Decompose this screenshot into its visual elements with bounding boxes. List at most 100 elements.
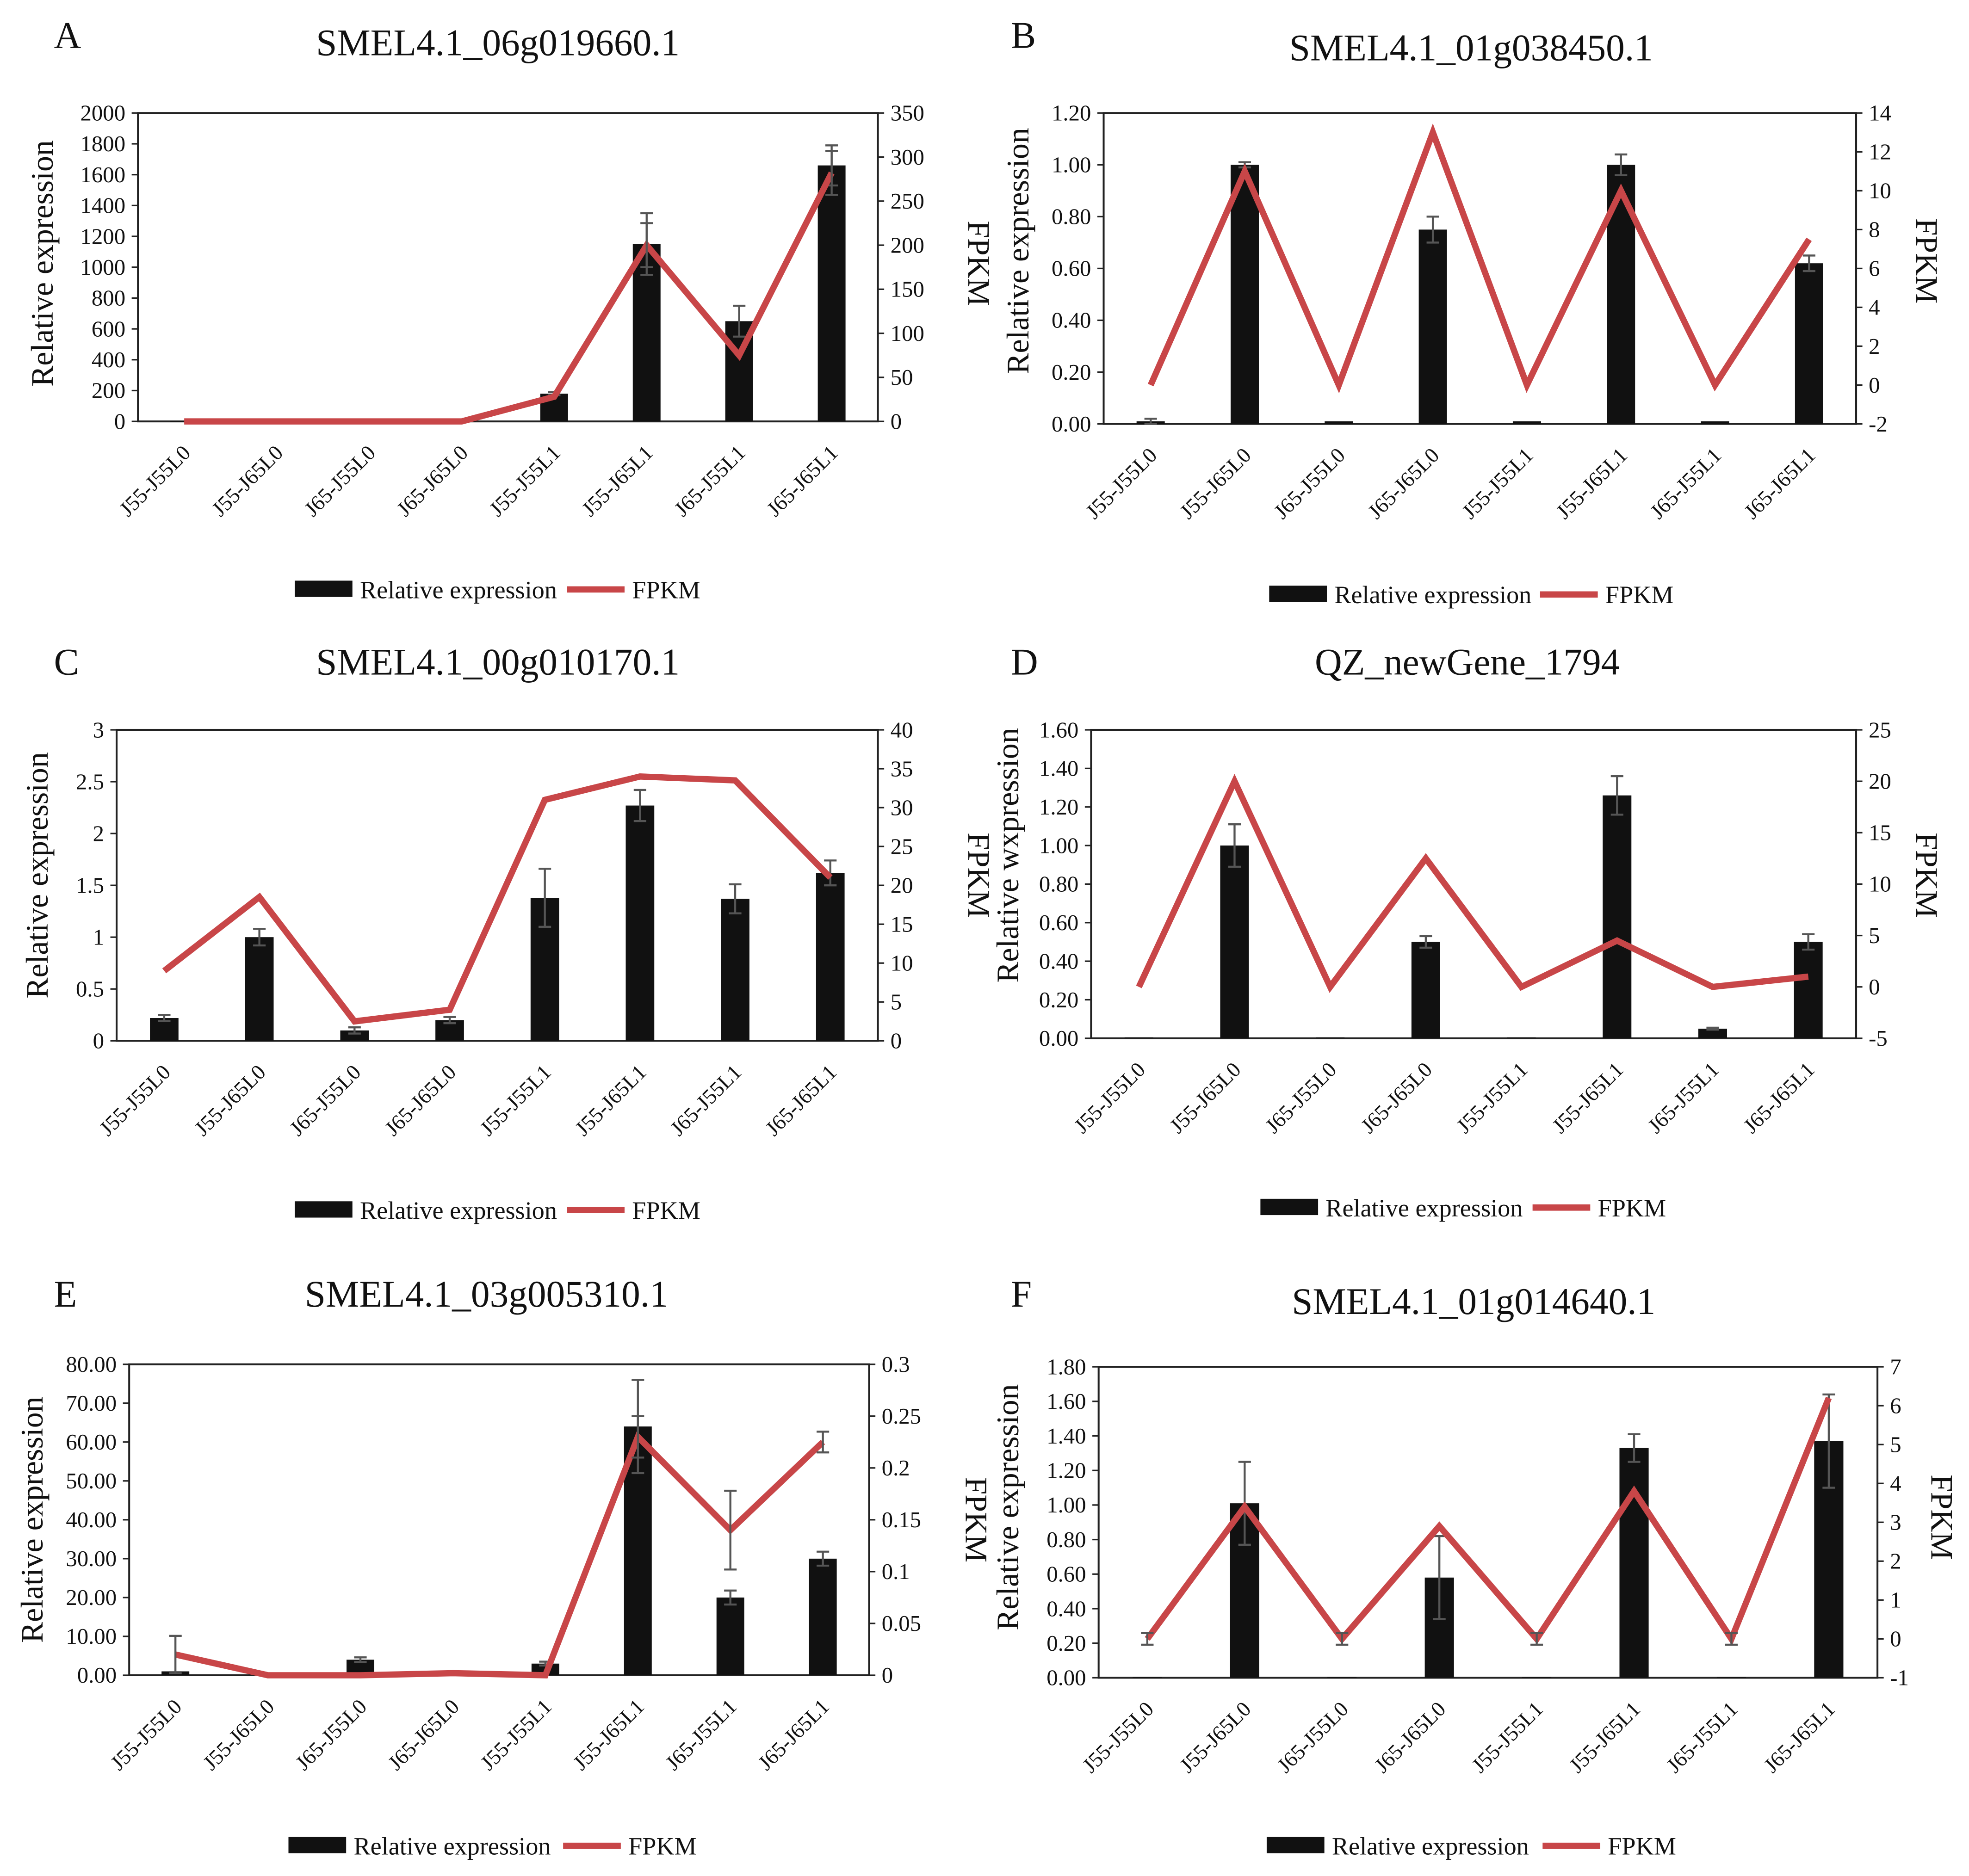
panel-a-y2tick-label: 0	[891, 409, 902, 434]
panel-a-ytick-label: 400	[92, 347, 125, 372]
panel-d-bar	[1507, 1037, 1536, 1038]
panel-b-ytick-label: 1.00	[1052, 153, 1091, 178]
panel-e-y2tick-label: 0.1	[882, 1559, 910, 1584]
panel-b-ylabel: Relative expression	[1001, 128, 1035, 374]
panel-c-y2tick-label: 20	[891, 873, 913, 898]
panel-b-legend: Relative expression FPKM	[1269, 581, 1674, 609]
panel-d-legend-bar-label: Relative expression	[1325, 1194, 1523, 1222]
panel-f-bar	[1327, 1677, 1357, 1678]
panel-b-plot: 0.00 0.20 0.40 0.60 0.80 1.00 1.20 -2 0 2 4 6 8 10 12 1…	[1052, 101, 1891, 524]
panel-f-y2tick-label: 3	[1890, 1510, 1901, 1535]
panel-c-y2tick-label: 10	[891, 950, 913, 975]
panel-f-ytick-label: 0.80	[1046, 1527, 1086, 1552]
panel-f-xtick-label: J65-J65L0	[1370, 1697, 1450, 1777]
panel-b-y2tick-label: 4	[1869, 295, 1880, 320]
panel-a-legend-bar-label: Relative expression	[360, 576, 557, 604]
panel-e-ytick-label: 30.00	[66, 1546, 117, 1571]
panel-b-bar	[1418, 229, 1447, 424]
panel-b-xtick-label: J55-J65L0	[1175, 443, 1256, 524]
panel-a-frame	[137, 112, 879, 423]
panel-a-title: SMEL4.1_06g019660.1	[316, 22, 680, 64]
panel-d-bar	[1603, 795, 1632, 1038]
panel-b-y2tick-label: 14	[1869, 101, 1891, 126]
panel-e-y2tick-label: 0.3	[882, 1352, 910, 1377]
panel-c-fpkm-line	[162, 773, 833, 1025]
panel-e-ytick-label: 40.00	[66, 1507, 117, 1532]
panel-f-y2tick-label: 5	[1890, 1432, 1901, 1457]
panel-d-ytick-label: 0.00	[1039, 1026, 1078, 1051]
panel-a-ytick-label: 1200	[80, 224, 126, 249]
panel-e-y2tick-label: 0.05	[882, 1611, 921, 1636]
panel-a-ytick-label: 1600	[80, 162, 126, 187]
panel-d-bar-error	[1228, 823, 1241, 868]
panel-f-frame	[1097, 1366, 1879, 1679]
panel-e-ytick-label: 10.00	[66, 1624, 117, 1649]
panel-b-legend-bar-label: Relative expression	[1334, 581, 1531, 609]
panel-f-ylabel: Relative expression	[991, 1384, 1025, 1630]
panel-f-ytick-label: 1.40	[1046, 1424, 1086, 1449]
panel-f-xtick-label: J55-J65L1	[1565, 1697, 1645, 1777]
panel-c-bar-error	[633, 789, 646, 822]
panel-f-bar-error	[1628, 1433, 1641, 1463]
panel-c-y2tick-label: 25	[891, 834, 913, 859]
panel-c-bar	[816, 873, 845, 1041]
panel-b-bar	[1701, 421, 1729, 424]
panel-c-y2tick-label: 30	[891, 795, 913, 820]
panel-a-xtick-label: J65-J55L0	[300, 441, 380, 521]
panel-a-y2tick-label: 50	[891, 365, 913, 390]
panel-e-xtick-label: J55-J55L1	[476, 1694, 557, 1775]
panel-f-legend-bar-swatch	[1266, 1837, 1325, 1853]
panel-d-y2tick-label: -5	[1869, 1026, 1888, 1051]
panel-b-ytick-label: 0.80	[1052, 204, 1091, 229]
panel-c-y2label: FPKM	[961, 833, 996, 918]
panel-d-xtick-label: J65-J55L0	[1261, 1057, 1341, 1138]
panel-f-xtick-label: J65-J55L0	[1272, 1697, 1353, 1777]
panel-d-xtick-label: J65-J65L1	[1739, 1057, 1819, 1138]
panel-c-xtick-label: J55-J55L1	[475, 1060, 556, 1141]
panel-b-xtick-label: J65-J65L1	[1740, 443, 1820, 524]
panel-d-y2tick-label: 25	[1869, 717, 1891, 742]
panel-a-ytick-label: 1400	[80, 193, 126, 218]
panel-e-fpkm-line	[174, 1431, 825, 1679]
panel-e-legend: Relative expression FPKM	[288, 1833, 697, 1860]
panel-d-bar-error	[1419, 935, 1432, 949]
panel-e-line-error	[632, 1415, 644, 1459]
panel-b-y2tick-label: -2	[1869, 412, 1888, 437]
panel-e-xtick-label: J65-J55L0	[291, 1694, 372, 1775]
panel-b-y2tick-label: 2	[1869, 334, 1880, 359]
panel-a-xtick-label: J65-J55L1	[669, 441, 750, 521]
panel-a-y2tick-label: 250	[891, 189, 924, 214]
panel-c: C SMEL4.1_00g010170.1 Relative expressio…	[20, 642, 996, 1224]
panel-d-bar	[1316, 1037, 1345, 1038]
panel-d-bar	[1220, 845, 1249, 1038]
panel-b-bar-error	[1426, 216, 1439, 244]
panel-f-xtick-label: J65-J65L1	[1759, 1697, 1840, 1777]
panel-c-ytick-label: 1	[93, 925, 104, 950]
panel-f-legend-line-label: FPKM	[1608, 1833, 1676, 1860]
panel-c-xtick-label: J55-J65L1	[570, 1060, 651, 1141]
panel-f-y2tick-label: -1	[1890, 1666, 1909, 1691]
panel-b-bar	[1231, 165, 1259, 424]
panel-b-ytick-label: 0.60	[1052, 256, 1091, 281]
panel-d-xtick-label: J55-J65L1	[1548, 1057, 1628, 1138]
panel-c-y2tick-label: 15	[891, 912, 913, 937]
panel-d-xtick-label: J65-J65L0	[1356, 1057, 1437, 1138]
panel-a-ytick-label: 800	[92, 286, 125, 311]
panel-c-y2tick-label: 40	[891, 717, 913, 742]
panel-a-xtick-label: J55-J65L0	[207, 441, 288, 521]
panel-f-y2tick-label: 1	[1890, 1588, 1901, 1613]
panel-f-plot: 0.00 0.20 0.40 0.60 0.80 1.00 1.20 1.40 1.60 1.80…	[1046, 1354, 1909, 1777]
panel-d-xtick-label: J55-J65L0	[1165, 1057, 1245, 1138]
panel-a-plot: 0 200 400 600 800 1000 1200 1400 1600 1800 2000 0 50…	[80, 101, 924, 521]
panel-d-legend-line-label: FPKM	[1598, 1194, 1666, 1222]
panel-a-ytick-label: 1000	[80, 255, 126, 280]
panel-a-xtick-label: J65-J65L1	[762, 441, 842, 521]
panel-f-y2tick-label: 0	[1890, 1627, 1901, 1652]
panel-e-plot: 0.00 10.00 20.00 30.00 40.00 50.00 60.00 70.00 8…	[66, 1352, 921, 1775]
panel-a-legend: Relative expression FPKM	[295, 576, 700, 604]
panel-f-ytick-label: 0.40	[1046, 1596, 1086, 1621]
panel-d-bar-error	[1706, 1026, 1719, 1031]
panel-b-y2tick-label: 10	[1869, 179, 1891, 204]
panel-b-letter: B	[1011, 14, 1036, 56]
